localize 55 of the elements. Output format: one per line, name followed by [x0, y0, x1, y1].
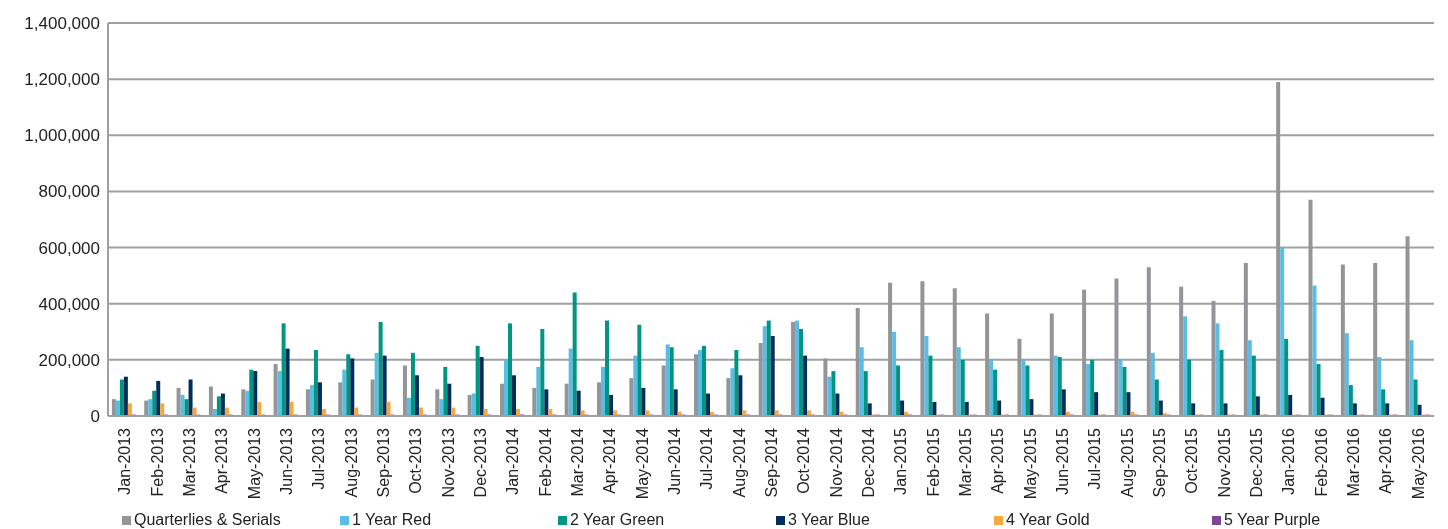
y-tick-label: 400,000 [38, 294, 100, 314]
legend-label: 2 Year Green [569, 511, 665, 529]
x-tick-label: Jul-2015 [1086, 427, 1104, 490]
x-tick-label: Oct-2015 [1183, 427, 1201, 494]
x-tick-label: Apr-2014 [601, 427, 619, 494]
y-tick-label: 600,000 [38, 238, 100, 258]
x-tick-label: Oct-2014 [795, 427, 813, 494]
x-tick-label: Jul-2014 [698, 427, 716, 490]
x-tick-label: Dec-2015 [1248, 427, 1266, 498]
x-tick-label: Feb-2016 [1312, 427, 1330, 497]
x-tick-label: Mar-2015 [957, 427, 975, 497]
x-tick-label: Mar-2016 [1345, 427, 1363, 497]
y-tick-label: 1,200,000 [24, 70, 100, 90]
x-tick-label: May-2013 [245, 427, 263, 500]
x-tick-label: Dec-2013 [471, 427, 489, 498]
x-tick-label: Nov-2015 [1215, 427, 1233, 498]
y-tick-label: 1,000,000 [24, 126, 100, 146]
x-tick-label: Mar-2014 [568, 427, 586, 497]
x-tick-label: Aug-2015 [1118, 427, 1136, 498]
x-tick-label: Nov-2014 [827, 427, 845, 498]
legend-label: 3 Year Blue [787, 511, 870, 529]
x-tick-label: May-2014 [633, 427, 651, 500]
x-tick-label: Sep-2014 [763, 427, 780, 498]
x-tick-label: Feb-2015 [924, 427, 942, 497]
x-tick-label: Oct-2013 [407, 427, 425, 494]
x-tick-label: May-2015 [1021, 427, 1039, 500]
x-tick-label: Jun-2015 [1054, 427, 1072, 495]
x-tick-label: Aug-2013 [342, 427, 360, 498]
x-tick-label: Apr-2013 [213, 427, 231, 494]
y-tick-label: 200,000 [38, 350, 100, 370]
x-tick-label: Aug-2014 [730, 427, 748, 498]
x-tick-label: Dec-2014 [860, 427, 878, 498]
x-tick-label: Apr-2015 [989, 427, 1007, 494]
x-tick-label: Jan-2015 [892, 427, 910, 495]
y-tick-label: 1,400,000 [24, 14, 100, 34]
legend-label: 5 Year Purple [1223, 511, 1321, 529]
legend-label: Quarterlies & Serials [133, 511, 281, 529]
x-tick-label: Jun-2013 [277, 427, 295, 495]
y-tick-label: 0 [90, 407, 100, 427]
x-tick-label: Jan-2016 [1280, 427, 1298, 495]
x-tick-label: Sep-2013 [374, 427, 392, 498]
x-tick-label: Nov-2013 [439, 427, 457, 498]
x-tick-label: Feb-2014 [536, 427, 554, 497]
x-tick-label: Jun-2014 [665, 427, 683, 495]
x-tick-label: Jan-2013 [116, 427, 134, 495]
legend-label: 4 Year Gold [1005, 511, 1090, 529]
x-tick-label: Feb-2013 [148, 427, 166, 497]
y-tick-label: 800,000 [38, 182, 100, 202]
x-tick-label: Jan-2014 [504, 427, 522, 495]
x-tick-label: Jul-2013 [310, 427, 328, 490]
x-tick-label: Apr-2016 [1377, 427, 1395, 494]
legend-label: 1 Year Red [351, 511, 432, 529]
x-tick-label: Sep-2015 [1151, 427, 1169, 498]
x-tick-label: May-2016 [1409, 427, 1427, 500]
x-tick-label: Mar-2013 [180, 427, 198, 497]
